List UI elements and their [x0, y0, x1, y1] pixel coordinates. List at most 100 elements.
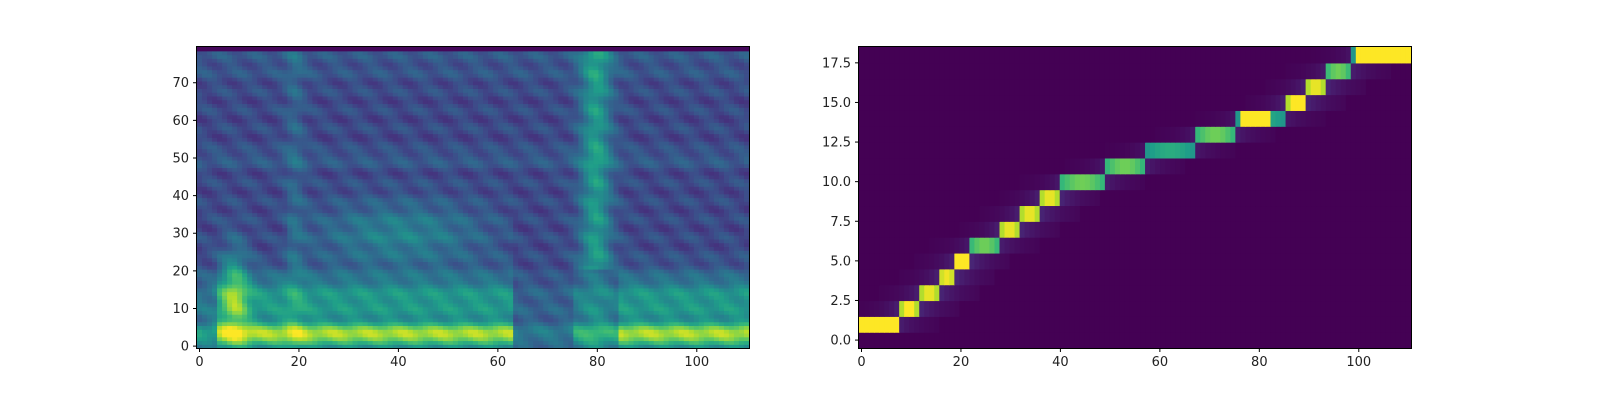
- heatmap-cell: [457, 80, 464, 86]
- heatmap-cell: [292, 65, 298, 71]
- heatmap-cell: [462, 65, 469, 71]
- heatmap-cell: [387, 325, 394, 330]
- heatmap-cell: [237, 223, 243, 229]
- heatmap-cell: [488, 152, 494, 157]
- heatmap-cell: [387, 261, 394, 266]
- heatmap-cell: [447, 92, 454, 97]
- heatmap-cell: [498, 88, 504, 93]
- heatmap-cell: [232, 344, 238, 349]
- heatmap-cell: [332, 344, 339, 349]
- heatmap-cell: [412, 186, 419, 191]
- heatmap-cell: [327, 144, 334, 150]
- heatmap-cell: [483, 114, 489, 120]
- heatmap-cell: [292, 58, 298, 63]
- heatmap-cell: [427, 340, 434, 345]
- heatmap-cell: [377, 92, 384, 97]
- heatmap-cell: [277, 47, 283, 52]
- heatmap-cell: [312, 95, 319, 101]
- heatmap-cell: [407, 257, 414, 263]
- heatmap-cell: [473, 201, 479, 206]
- heatmap-cell: [427, 103, 434, 108]
- heatmap-cell: [367, 287, 374, 293]
- heatmap-cell: [287, 242, 293, 248]
- heatmap-cell: [498, 299, 504, 304]
- heatmap-cell: [247, 65, 253, 71]
- heatmap-cell: [478, 92, 484, 97]
- heatmap-cell: [467, 276, 474, 281]
- heatmap-cell: [447, 99, 454, 105]
- heatmap-cell: [307, 227, 314, 232]
- heatmap-cell: [357, 144, 364, 150]
- heatmap-cell: [232, 62, 238, 67]
- heatmap-cell: [467, 186, 474, 191]
- heatmap-cell: [292, 92, 298, 97]
- heatmap-cell: [498, 148, 504, 153]
- heatmap-cell: [437, 299, 444, 304]
- heatmap-cell: [432, 220, 439, 225]
- heatmap-cell: [272, 299, 278, 304]
- heatmap-cell: [197, 306, 203, 311]
- heatmap-cell: [252, 197, 258, 202]
- heatmap-cell: [412, 280, 419, 285]
- heatmap-cell: [432, 291, 439, 296]
- heatmap-cell: [227, 141, 233, 146]
- heatmap-cell: [327, 227, 334, 232]
- heatmap-cell: [282, 238, 288, 244]
- heatmap-cell: [322, 144, 329, 150]
- heatmap-cell: [277, 144, 283, 150]
- heatmap-cell: [302, 129, 308, 135]
- heatmap-cell: [437, 317, 444, 323]
- heatmap-cell: [417, 50, 424, 56]
- heatmap-cell: [322, 257, 329, 263]
- heatmap-cell: [493, 167, 499, 172]
- heatmap-cell: [397, 287, 404, 293]
- heatmap-cell: [427, 291, 434, 296]
- heatmap-cell: [262, 122, 268, 127]
- heatmap-cell: [252, 156, 258, 161]
- heatmap-cell: [342, 144, 349, 150]
- heatmap-cell: [442, 141, 449, 146]
- heatmap-cell: [212, 310, 218, 315]
- heatmap-cell: [412, 62, 419, 67]
- heatmap-cell: [312, 84, 319, 89]
- heatmap-cell: [292, 152, 298, 157]
- heatmap-cell: [357, 80, 364, 86]
- heatmap-cell: [417, 65, 424, 71]
- heatmap-cell: [427, 167, 434, 172]
- heatmap-cell: [212, 238, 218, 244]
- heatmap-cell: [508, 253, 514, 259]
- heatmap-cell: [337, 189, 344, 195]
- heatmap-cell: [407, 276, 414, 281]
- heatmap-cell: [442, 291, 449, 296]
- heatmap-cell: [312, 58, 319, 63]
- heatmap-cell: [367, 62, 374, 67]
- heatmap-cell: [282, 133, 288, 138]
- heatmap-cell: [402, 223, 409, 229]
- heatmap-cell: [197, 133, 203, 138]
- heatmap-cell: [473, 208, 479, 214]
- heatmap-cell: [242, 110, 248, 116]
- heatmap-cell: [307, 325, 314, 330]
- heatmap-cell: [352, 276, 359, 281]
- heatmap-cell: [452, 73, 459, 78]
- heatmap-cell: [227, 280, 233, 285]
- heatmap-cell: [382, 88, 389, 93]
- heatmap-cell: [397, 321, 404, 327]
- heatmap-cell: [372, 95, 379, 101]
- heatmap-cell: [422, 110, 429, 116]
- heatmap-cell: [347, 148, 354, 153]
- heatmap-cell: [242, 344, 248, 349]
- heatmap-cell: [493, 220, 499, 225]
- heatmap-cell: [362, 163, 369, 168]
- heatmap-cell: [392, 88, 399, 93]
- heatmap-cell: [262, 235, 268, 240]
- heatmap-cell: [412, 272, 419, 278]
- heatmap-cell: [483, 126, 489, 131]
- heatmap-cell: [407, 50, 414, 56]
- heatmap-cell: [447, 268, 454, 274]
- heatmap-cell: [432, 310, 439, 315]
- heatmap-cell: [227, 208, 233, 214]
- heatmap-cell: [307, 231, 314, 236]
- heatmap-cell: [317, 238, 324, 244]
- heatmap-cell: [277, 80, 283, 86]
